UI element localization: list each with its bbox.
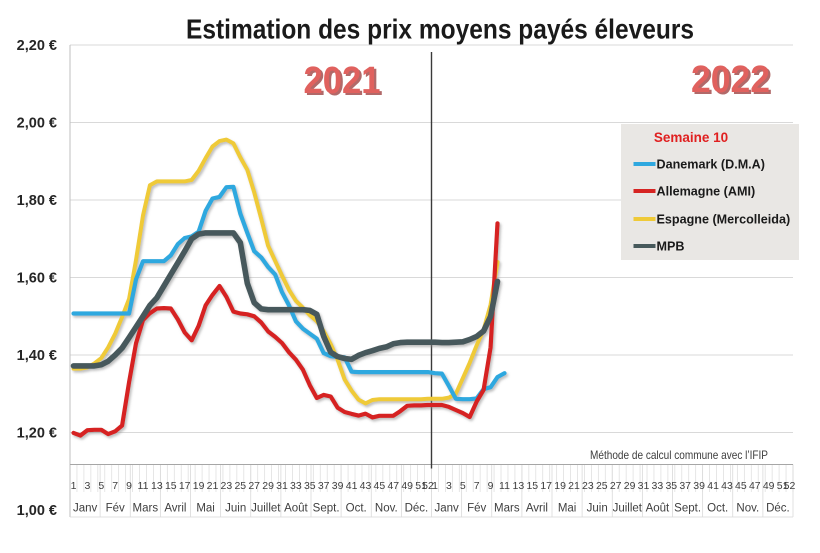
svg-text:Déc.: Déc.: [766, 503, 790, 515]
svg-text:Août: Août: [284, 503, 308, 515]
svg-text:Août: Août: [646, 503, 670, 515]
svg-text:11: 11: [499, 480, 510, 492]
svg-text:Juin: Juin: [587, 503, 608, 515]
svg-text:39: 39: [332, 480, 344, 492]
svg-text:Janv: Janv: [73, 503, 98, 515]
svg-text:1,80 €: 1,80 €: [17, 193, 57, 209]
svg-text:Oct.: Oct.: [346, 503, 367, 515]
svg-text:31: 31: [638, 480, 650, 492]
svg-text:11: 11: [138, 480, 149, 492]
svg-text:25: 25: [596, 480, 608, 492]
svg-text:41: 41: [707, 480, 719, 492]
svg-text:47: 47: [387, 480, 399, 492]
svg-text:41: 41: [346, 480, 358, 492]
svg-text:19: 19: [554, 480, 566, 492]
svg-text:23: 23: [582, 480, 594, 492]
svg-text:17: 17: [540, 480, 552, 492]
svg-text:52: 52: [422, 480, 434, 492]
svg-text:49: 49: [401, 480, 413, 492]
svg-text:2021: 2021: [306, 62, 383, 104]
svg-text:7: 7: [474, 480, 480, 492]
svg-text:47: 47: [749, 480, 761, 492]
svg-text:Allemagne (AMI): Allemagne (AMI): [657, 185, 756, 199]
svg-text:5: 5: [460, 480, 466, 492]
svg-text:31: 31: [276, 480, 288, 492]
svg-text:5: 5: [98, 480, 104, 492]
svg-text:Sept.: Sept.: [674, 503, 701, 515]
svg-text:1,60 €: 1,60 €: [17, 271, 57, 287]
svg-text:7: 7: [112, 480, 118, 492]
svg-text:1,20 €: 1,20 €: [17, 426, 57, 442]
svg-text:Mai: Mai: [558, 503, 577, 515]
svg-text:29: 29: [262, 480, 274, 492]
svg-text:Mars: Mars: [133, 503, 159, 515]
svg-text:Fév: Fév: [467, 503, 486, 515]
svg-text:29: 29: [624, 480, 636, 492]
svg-text:3: 3: [446, 480, 452, 492]
svg-text:Danemark (D.M.A): Danemark (D.M.A): [657, 158, 765, 172]
svg-text:13: 13: [513, 480, 525, 492]
svg-text:Janv: Janv: [434, 503, 459, 515]
svg-text:45: 45: [374, 480, 386, 492]
svg-text:19: 19: [193, 480, 205, 492]
svg-text:37: 37: [318, 480, 330, 492]
svg-text:1,40 €: 1,40 €: [17, 348, 57, 364]
svg-text:49: 49: [763, 480, 775, 492]
svg-text:Oct.: Oct.: [707, 503, 728, 515]
svg-text:Nov.: Nov.: [375, 503, 398, 515]
svg-text:17: 17: [179, 480, 191, 492]
svg-text:9: 9: [488, 480, 494, 492]
svg-text:35: 35: [665, 480, 677, 492]
svg-text:43: 43: [360, 480, 372, 492]
svg-text:Mai: Mai: [196, 503, 215, 515]
svg-text:Estimation des prix moyens pay: Estimation des prix moyens payés éleveur…: [186, 14, 694, 45]
svg-text:25: 25: [234, 480, 246, 492]
svg-text:Juillet: Juillet: [613, 503, 643, 515]
svg-text:23: 23: [221, 480, 233, 492]
svg-text:21: 21: [207, 480, 219, 492]
svg-text:27: 27: [248, 480, 260, 492]
svg-text:39: 39: [693, 480, 705, 492]
svg-text:15: 15: [526, 480, 538, 492]
svg-text:Avril: Avril: [164, 503, 186, 515]
svg-text:Espagne (Mercolleida): Espagne (Mercolleida): [657, 213, 791, 227]
svg-text:2022: 2022: [693, 61, 772, 103]
svg-text:9: 9: [126, 480, 132, 492]
svg-text:35: 35: [304, 480, 316, 492]
svg-text:3: 3: [84, 480, 90, 492]
svg-text:Semaine 10: Semaine 10: [654, 130, 728, 145]
svg-text:43: 43: [721, 480, 733, 492]
svg-text:Juillet: Juillet: [251, 503, 281, 515]
svg-text:MPB: MPB: [657, 240, 685, 254]
svg-text:Juin: Juin: [225, 503, 246, 515]
svg-text:Méthode de calcul commune avec: Méthode de calcul commune avec l’IFIP: [590, 448, 768, 462]
svg-text:Sept.: Sept.: [313, 503, 340, 515]
svg-text:Nov.: Nov.: [736, 503, 759, 515]
svg-text:2,20 €: 2,20 €: [17, 38, 57, 54]
svg-text:2,00 €: 2,00 €: [17, 116, 57, 132]
svg-text:Fév: Fév: [106, 503, 125, 515]
svg-text:Déc.: Déc.: [405, 503, 429, 515]
svg-text:27: 27: [610, 480, 622, 492]
svg-text:51: 51: [415, 480, 427, 492]
svg-text:15: 15: [165, 480, 177, 492]
svg-text:51: 51: [777, 480, 789, 492]
svg-text:33: 33: [652, 480, 664, 492]
svg-text:13: 13: [151, 480, 163, 492]
svg-text:2021: 2021: [304, 60, 381, 102]
svg-text:2022: 2022: [691, 59, 770, 101]
svg-text:33: 33: [290, 480, 302, 492]
svg-text:1: 1: [432, 480, 438, 492]
svg-text:Avril: Avril: [526, 503, 548, 515]
svg-text:21: 21: [568, 480, 580, 492]
svg-text:1: 1: [71, 480, 77, 492]
svg-text:52: 52: [784, 480, 796, 492]
svg-text:1,00 €: 1,00 €: [17, 503, 57, 519]
svg-text:Mars: Mars: [494, 503, 520, 515]
svg-text:45: 45: [735, 480, 747, 492]
svg-text:37: 37: [679, 480, 691, 492]
